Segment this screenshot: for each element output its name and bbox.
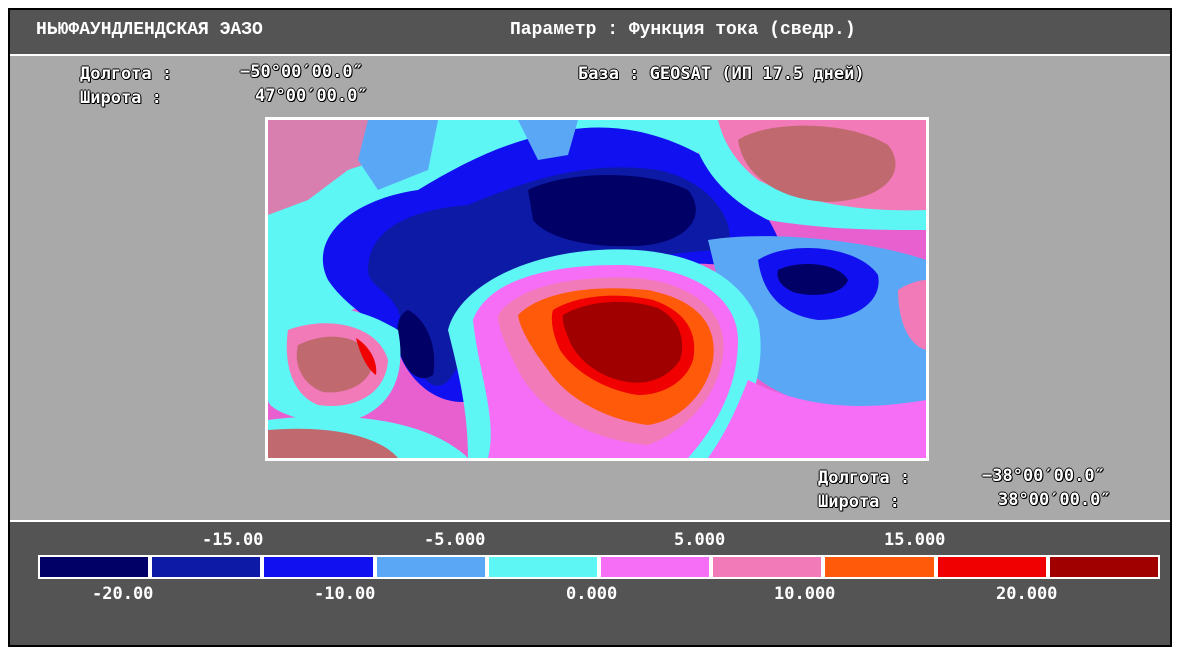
legend-bottom-label: -10.00 [314, 584, 376, 604]
bottom-latitude-value: 38°00′00.0″ [998, 490, 1111, 510]
legend-top-label: -15.00 [202, 530, 264, 550]
legend-swatch [40, 557, 149, 577]
legend-top-label: 5.000 [674, 530, 726, 550]
contour-lightblue-top [518, 120, 578, 160]
bottom-latitude-label: Широта : [818, 492, 900, 512]
stream-function-map [265, 117, 929, 461]
contour-navy-center [528, 175, 696, 247]
contour-magenta-bottomright [708, 380, 926, 458]
legend-swatch [152, 557, 261, 577]
color-legend: -15.00 -5.000 5.000 15.000 -20.00 -10.00… [10, 520, 1170, 645]
bottom-longitude-value: −38°00′00.0″ [982, 466, 1105, 486]
top-latitude-value: 47°00′00.0″ [255, 86, 368, 106]
window-frame: НЬЮФАУНДЛЕНДСКАЯ ЭАЗО Параметр : Функция… [8, 8, 1172, 647]
legend-swatch [825, 557, 934, 577]
legend-top-label: 15.000 [884, 530, 946, 550]
contour-brown-bottom [268, 428, 398, 458]
contour-darkred-core [562, 301, 683, 383]
legend-swatch [488, 557, 598, 577]
contour-red-lowerleft [356, 338, 377, 375]
legend-bottom-label: 0.000 [566, 584, 618, 604]
parameter-title: Параметр : Функция тока (сведр.) [510, 20, 856, 40]
legend-swatches [38, 555, 1160, 579]
title-bar: НЬЮФАУНДЛЕНДСКАЯ ЭАЗО Параметр : Функция… [10, 10, 1170, 56]
legend-bottom-label: 20.000 [996, 584, 1058, 604]
contour-navy-small [397, 310, 435, 379]
contour-navy-right [777, 264, 848, 295]
legend-swatch [601, 557, 710, 577]
data-source-label: База : GEOSAT (ИП 17.5 дней) [578, 64, 865, 84]
legend-swatch [264, 557, 373, 577]
legend-swatch [376, 557, 485, 577]
contour-magenta-rightedge [898, 280, 926, 350]
bottom-longitude-label: Долгота : [818, 468, 911, 488]
legend-bottom-label: 10.000 [774, 584, 836, 604]
contour-lightblue-left [358, 120, 438, 190]
legend-swatch [937, 557, 1046, 577]
legend-bottom-label: -20.00 [92, 584, 154, 604]
legend-top-label: -5.000 [424, 530, 486, 550]
contour-brown-lowerleft [296, 336, 373, 393]
top-longitude-value: −50°00′00.0″ [240, 62, 363, 82]
legend-swatch [1049, 557, 1159, 577]
top-latitude-label: Широта : [80, 88, 162, 108]
region-title: НЬЮФАУНДЛЕНДСКАЯ ЭАЗО [36, 20, 263, 40]
contour-map-svg [268, 120, 926, 458]
contour-brownish-right [738, 125, 896, 202]
legend-swatch [713, 557, 822, 577]
top-longitude-label: Долгота : [80, 64, 173, 84]
